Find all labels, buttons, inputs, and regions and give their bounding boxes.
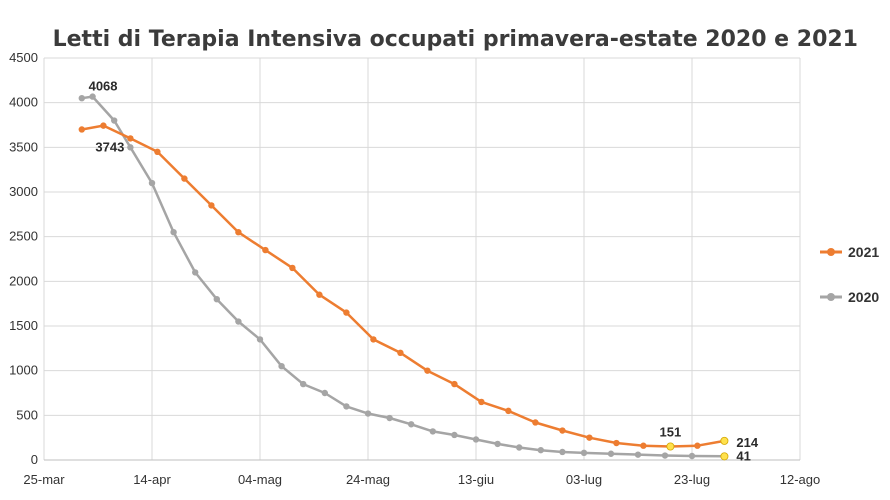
series-line-2020 <box>81 95 725 458</box>
legend-item-2021: 2021 <box>820 244 879 260</box>
legend-marker-2021 <box>827 248 835 256</box>
data-point-2020 <box>408 421 415 428</box>
legend-label-2021: 2021 <box>848 244 879 260</box>
y-tick-label: 2500 <box>9 229 38 244</box>
data-point-2020 <box>516 444 523 451</box>
data-point-2020 <box>343 403 350 410</box>
annotation-label-4068: 4068 <box>89 79 118 94</box>
data-point-2021 <box>127 135 134 142</box>
grid <box>43 57 801 460</box>
x-tick-label: 04-mag <box>238 472 282 487</box>
y-tick-label: 3000 <box>9 184 38 199</box>
y-tick-label: 500 <box>16 407 38 422</box>
data-point-2021 <box>262 246 269 254</box>
x-tick-label: 14-apr <box>133 472 171 487</box>
data-point-2021 <box>532 419 539 426</box>
data-point-2021 <box>78 126 86 133</box>
data-point-2020 <box>213 296 220 303</box>
data-point-2020 <box>170 229 177 236</box>
data-point-2020 <box>148 179 156 187</box>
data-point-2021 <box>316 291 323 298</box>
data-point-2020 <box>688 452 696 460</box>
data-point-2021 <box>181 175 188 182</box>
chart-title: Letti di Terapia Intensiva occupati prim… <box>53 27 858 52</box>
x-tick-label: 12-ago <box>780 472 820 487</box>
y-axis: 0 500 1000 1500 2000 2500 3000 3500 4000 4500 <box>9 50 38 467</box>
series-2021 <box>78 122 728 450</box>
data-point-2020 <box>494 440 501 448</box>
data-point-2021 <box>100 122 107 129</box>
data-point-2021 <box>424 367 431 374</box>
data-point-2020 <box>661 452 669 459</box>
data-point-2020 <box>537 446 544 454</box>
data-point-2021 <box>586 434 593 441</box>
data-point-2021 <box>208 202 215 209</box>
series-layer <box>78 93 728 460</box>
y-tick-label: 2000 <box>9 273 38 288</box>
x-tick-label: 25-mar <box>23 472 65 487</box>
annotation-label-3743: 3743 <box>95 140 124 155</box>
x-tick-label: 23-lug <box>674 472 710 487</box>
data-point-2021 <box>613 439 620 447</box>
data-point-2020 <box>192 269 199 276</box>
y-tick-label: 4000 <box>9 95 38 110</box>
y-tick-label: 4500 <box>9 50 38 65</box>
data-point-2021 <box>640 442 647 449</box>
y-tick-label: 1500 <box>9 318 38 333</box>
series-line-2021 <box>81 124 725 448</box>
data-point-2020 <box>580 449 588 457</box>
data-point-2020 <box>127 144 134 151</box>
data-point-2020 <box>300 380 307 388</box>
annotation-label-41: 41 <box>736 448 750 463</box>
x-tick-label: 13-giu <box>458 472 494 487</box>
data-point-2020 <box>607 450 615 457</box>
data-point-2020 <box>429 428 436 435</box>
x-tick-label: 24-mag <box>346 472 390 487</box>
annotation-label-151: 151 <box>660 425 682 440</box>
data-point-2021 <box>397 349 404 356</box>
data-point-2020 <box>235 318 242 325</box>
legend-label-2020: 2020 <box>848 289 879 305</box>
data-point-2020 <box>386 414 393 422</box>
legend-marker-2020 <box>827 293 835 301</box>
data-point-2021 <box>559 427 566 434</box>
legend-item-2020: 2020 <box>820 289 879 305</box>
highlight-point-151 <box>666 442 675 451</box>
data-point-2021 <box>289 264 296 272</box>
data-point-2020 <box>111 117 118 124</box>
data-point-2020 <box>472 436 480 443</box>
data-point-2021 <box>505 407 512 415</box>
data-point-2020 <box>451 431 458 439</box>
x-axis: 25-mar 14-apr 04-mag 24-mag 13-giu 03-lug 23-l… <box>23 472 820 487</box>
data-point-2021 <box>370 336 377 343</box>
y-tick-label: 1000 <box>9 363 38 378</box>
data-point-2020 <box>321 389 328 397</box>
data-point-2021 <box>694 442 701 449</box>
data-point-2021 <box>478 398 485 406</box>
data-point-2021 <box>154 148 161 155</box>
data-point-2021 <box>235 229 242 236</box>
data-point-2020 <box>78 95 86 102</box>
highlight-point-214 <box>720 436 729 445</box>
data-point-2020 <box>89 93 96 100</box>
x-tick-label: 03-lug <box>566 472 602 487</box>
data-point-2021 <box>343 309 350 316</box>
highlight-point-41 <box>720 452 729 461</box>
data-point-2020 <box>634 451 642 458</box>
data-point-2020 <box>278 363 285 370</box>
y-tick-label: 3500 <box>9 139 38 154</box>
data-point-2020 <box>256 336 264 343</box>
data-point-2020 <box>364 410 372 417</box>
data-point-2021 <box>451 380 458 388</box>
annotation-label-214: 214 <box>736 435 758 450</box>
data-point-2020 <box>559 448 566 456</box>
series-2020 <box>78 93 728 460</box>
legend: 2021 2020 <box>820 244 879 305</box>
y-tick-label: 0 <box>31 452 38 467</box>
